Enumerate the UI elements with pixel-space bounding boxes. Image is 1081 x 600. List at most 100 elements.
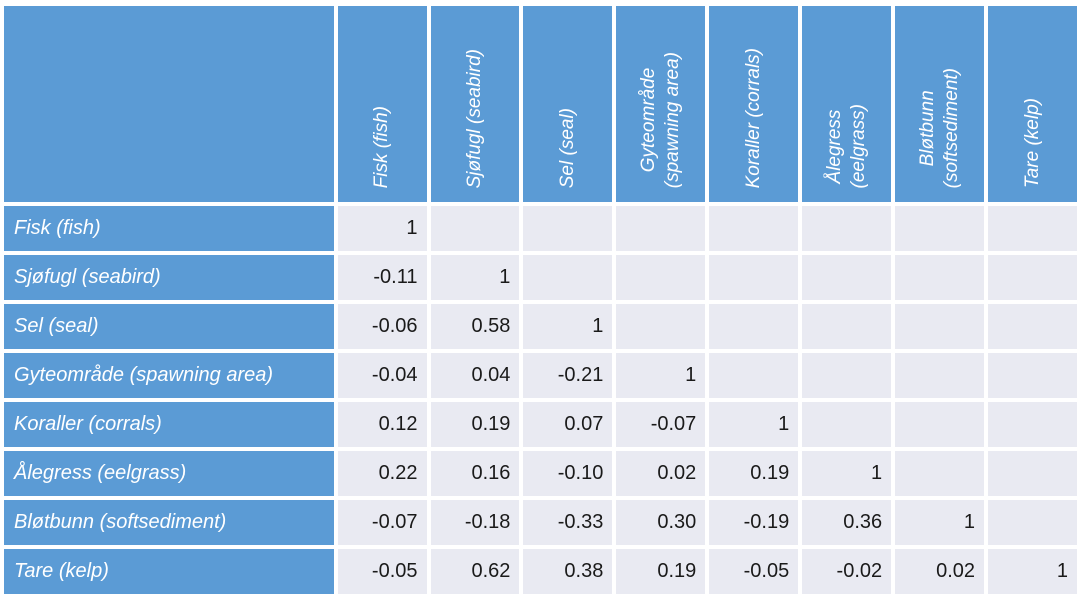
matrix-cell: 0.36 — [802, 500, 892, 545]
column-header: Bløtbunn (softsediment) — [895, 6, 985, 202]
column-header-label: Ålegress (eelgrass) — [823, 103, 869, 188]
matrix-cell — [802, 304, 892, 349]
matrix-cell — [709, 206, 799, 251]
matrix-cell: -0.06 — [337, 304, 427, 349]
matrix-cell: -0.05 — [709, 549, 799, 594]
column-header-label: Tare (kelp) — [1021, 97, 1043, 188]
matrix-cell: 0.19 — [616, 549, 706, 594]
matrix-cell: 0.62 — [430, 549, 520, 594]
table-row: Tare (kelp) -0.05 0.62 0.38 0.19 -0.05 -0.02 0.… — [4, 549, 1077, 594]
matrix-cell — [616, 255, 706, 300]
column-header-label: Gyteområde (spawning area) — [638, 51, 683, 188]
row-header: Koraller (corrals) — [4, 402, 334, 447]
table-row: Bløtbunn (softsediment) -0.07 -0.18 -0.33 0.… — [4, 500, 1077, 545]
table-row: Sjøfugl (seabird) -0.11 1 — [4, 255, 1077, 300]
row-header: Fisk (fish) — [4, 206, 334, 251]
matrix-cell — [802, 402, 892, 447]
matrix-cell: 1 — [709, 402, 799, 447]
matrix-cell: -0.11 — [337, 255, 427, 300]
matrix-cell — [895, 206, 985, 251]
matrix-cell: 1 — [802, 451, 892, 496]
row-header: Sel (seal) — [4, 304, 334, 349]
matrix-cell — [895, 304, 985, 349]
matrix-cell — [430, 206, 520, 251]
column-header: Tare (kelp) — [988, 6, 1077, 202]
matrix-cell: -0.18 — [430, 500, 520, 545]
row-header: Sjøfugl (seabird) — [4, 255, 334, 300]
matrix-cell — [616, 304, 706, 349]
matrix-cell: 1 — [988, 549, 1077, 594]
matrix-cell — [709, 353, 799, 398]
matrix-cell — [895, 353, 985, 398]
row-header: Ålegress (eelgrass) — [4, 451, 334, 496]
column-header: Sjøfugl (seabird) — [430, 6, 520, 202]
table-row: Koraller (corrals) 0.12 0.19 0.07 -0.07 1 — [4, 402, 1077, 447]
matrix-cell: -0.02 — [802, 549, 892, 594]
table-row: Gyteområde (spawning area) -0.04 0.04 -0.21… — [4, 353, 1077, 398]
matrix-cell — [802, 206, 892, 251]
matrix-cell: 1 — [337, 206, 427, 251]
row-header: Gyteområde (spawning area) — [4, 353, 334, 398]
matrix-cell — [988, 402, 1077, 447]
matrix-cell: 0.07 — [523, 402, 613, 447]
column-header: Koraller (corrals) — [709, 6, 799, 202]
table-row: Ålegress (eelgrass) 0.22 0.16 -0.10 0.02 0.19… — [4, 451, 1077, 496]
matrix-cell: -0.19 — [709, 500, 799, 545]
matrix-cell: -0.07 — [616, 402, 706, 447]
matrix-cell — [895, 402, 985, 447]
matrix-cell: 0.22 — [337, 451, 427, 496]
matrix-cell: 0.12 — [337, 402, 427, 447]
column-header-label: Koraller (corrals) — [742, 47, 764, 188]
matrix-cell: 1 — [523, 304, 613, 349]
header-row: Fisk (fish) Sjøfugl (seabird) Sel (seal) Gy… — [4, 6, 1077, 202]
matrix-cell: 0.19 — [709, 451, 799, 496]
matrix-cell: -0.07 — [337, 500, 427, 545]
matrix-cell: 0.38 — [523, 549, 613, 594]
column-header-label: Sel (seal) — [557, 107, 578, 188]
column-header: Fisk (fish) — [337, 6, 427, 202]
matrix-cell: 1 — [616, 353, 706, 398]
matrix-cell — [895, 255, 985, 300]
matrix-cell: 1 — [895, 500, 985, 545]
matrix-body: Fisk (fish) 1 Sjøfugl (seabird) -0.11 1 Sel (… — [4, 206, 1077, 594]
column-header: Gyteområde (spawning area) — [616, 6, 706, 202]
matrix-cell: 0.02 — [616, 451, 706, 496]
corner-cell — [4, 6, 334, 202]
matrix-cell — [523, 255, 613, 300]
matrix-cell: 0.02 — [895, 549, 985, 594]
matrix-cell — [802, 353, 892, 398]
matrix-cell — [988, 304, 1077, 349]
matrix-cell: 0.19 — [430, 402, 520, 447]
row-header: Bløtbunn (softsediment) — [4, 500, 334, 545]
matrix-cell — [709, 255, 799, 300]
table-row: Sel (seal) -0.06 0.58 1 — [4, 304, 1077, 349]
matrix-cell: -0.21 — [523, 353, 613, 398]
matrix-cell: 0.58 — [430, 304, 520, 349]
matrix-cell: -0.33 — [523, 500, 613, 545]
matrix-cell: -0.05 — [337, 549, 427, 594]
matrix-cell — [988, 353, 1077, 398]
matrix-cell — [988, 500, 1077, 545]
matrix-cell: 0.04 — [430, 353, 520, 398]
matrix-cell — [802, 255, 892, 300]
matrix-cell: 0.30 — [616, 500, 706, 545]
matrix-cell — [709, 304, 799, 349]
matrix-cell — [988, 451, 1077, 496]
matrix-cell — [616, 206, 706, 251]
column-header: Sel (seal) — [523, 6, 613, 202]
matrix-cell: 0.16 — [430, 451, 520, 496]
column-header: Ålegress (eelgrass) — [802, 6, 892, 202]
matrix-cell — [988, 255, 1077, 300]
matrix-cell: -0.10 — [523, 451, 613, 496]
matrix-cell — [988, 206, 1077, 251]
row-header: Tare (kelp) — [4, 549, 334, 594]
matrix-cell — [895, 451, 985, 496]
column-header-label: Fisk (fish) — [371, 105, 393, 188]
matrix-cell: -0.04 — [337, 353, 427, 398]
table-row: Fisk (fish) 1 — [4, 206, 1077, 251]
matrix-cell: 1 — [430, 255, 520, 300]
column-header-label: Bløtbunn (softsediment) — [916, 67, 962, 188]
column-header-label: Sjøfugl (seabird) — [464, 48, 486, 188]
matrix-cell — [523, 206, 613, 251]
